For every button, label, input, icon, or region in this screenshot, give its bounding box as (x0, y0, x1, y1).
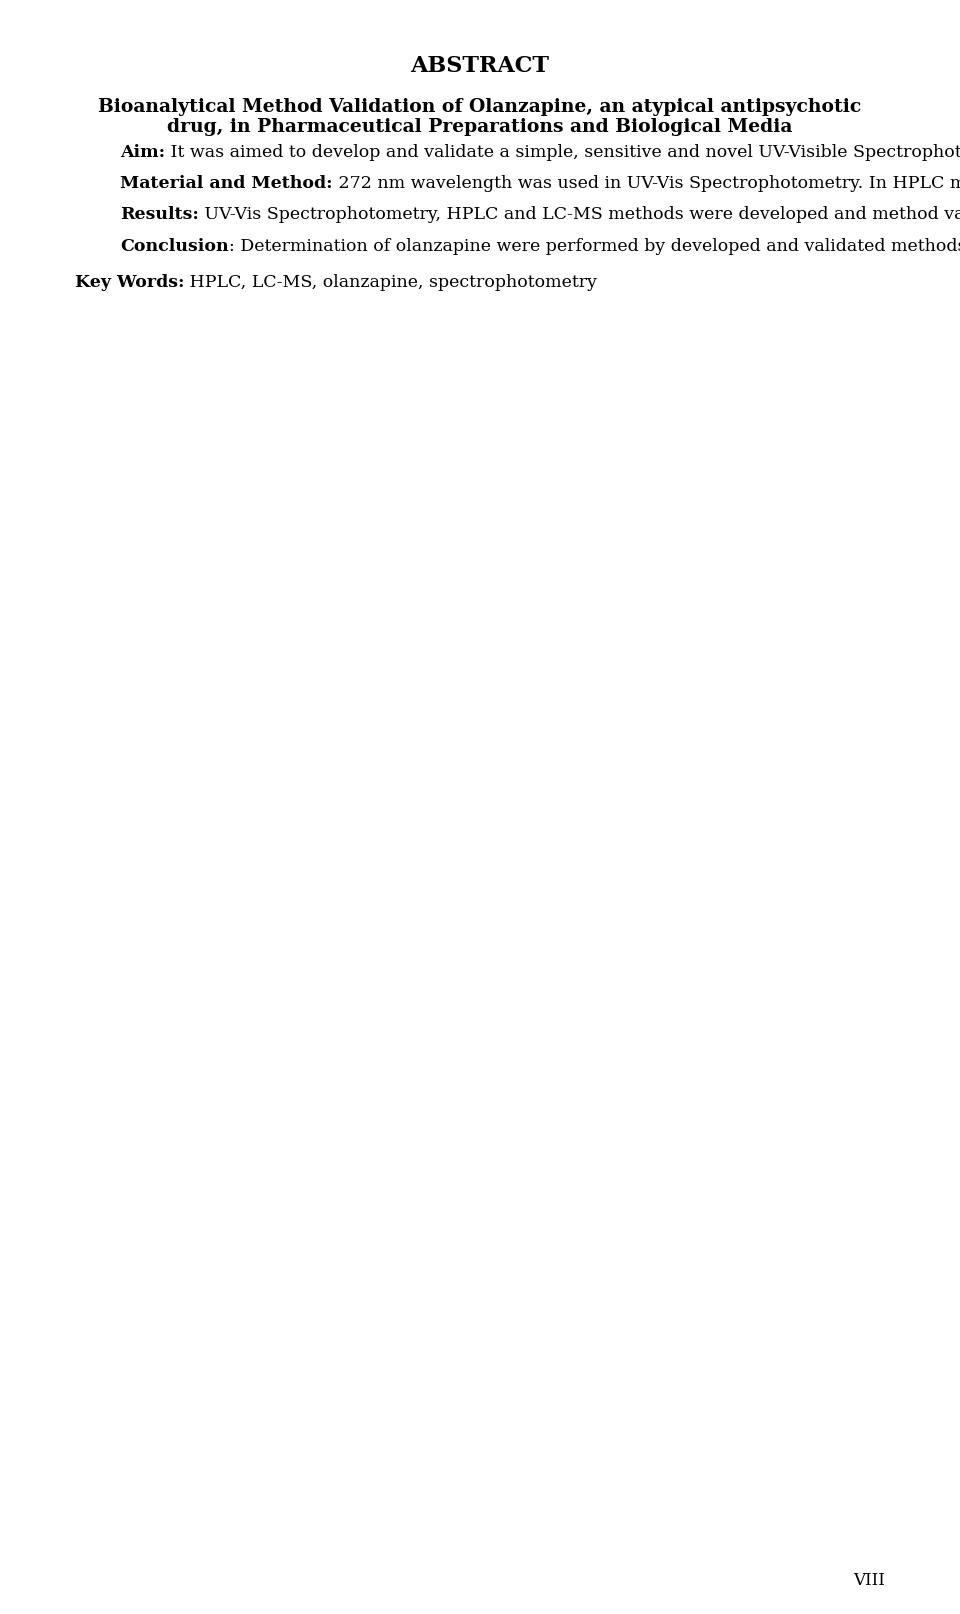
Text: Key Words:: Key Words: (75, 274, 184, 291)
Text: ABSTRACT: ABSTRACT (411, 55, 549, 77)
Text: It was aimed to develop and validate a simple, sensitive and novel UV-Visible Sp: It was aimed to develop and validate a s… (165, 144, 960, 161)
Text: VIII: VIII (853, 1572, 885, 1590)
Text: drug, in Pharmaceutical Preparations and Biological Media: drug, in Pharmaceutical Preparations and… (167, 118, 793, 137)
Text: : Determination of olanzapine were performed by developed and validated methods : : Determination of olanzapine were perfo… (228, 237, 960, 255)
Text: UV-Vis Spectrophotometry, HPLC and LC-MS methods were developed and method valid: UV-Vis Spectrophotometry, HPLC and LC-MS… (199, 207, 960, 223)
Text: Results:: Results: (120, 207, 199, 223)
Text: Aim:: Aim: (120, 144, 165, 161)
Text: HPLC, LC-MS, olanzapine, spectrophotometry: HPLC, LC-MS, olanzapine, spectrophotomet… (184, 274, 597, 291)
Text: 272 nm wavelength was used in UV-Vis Spectrophotometry. In HPLC method, UV detec: 272 nm wavelength was used in UV-Vis Spe… (332, 174, 960, 192)
Text: Conclusion: Conclusion (120, 237, 228, 255)
Text: Material and Method:: Material and Method: (120, 174, 332, 192)
Text: Bioanalytical Method Validation of Olanzapine, an atypical antipsychotic: Bioanalytical Method Validation of Olanz… (98, 97, 862, 116)
